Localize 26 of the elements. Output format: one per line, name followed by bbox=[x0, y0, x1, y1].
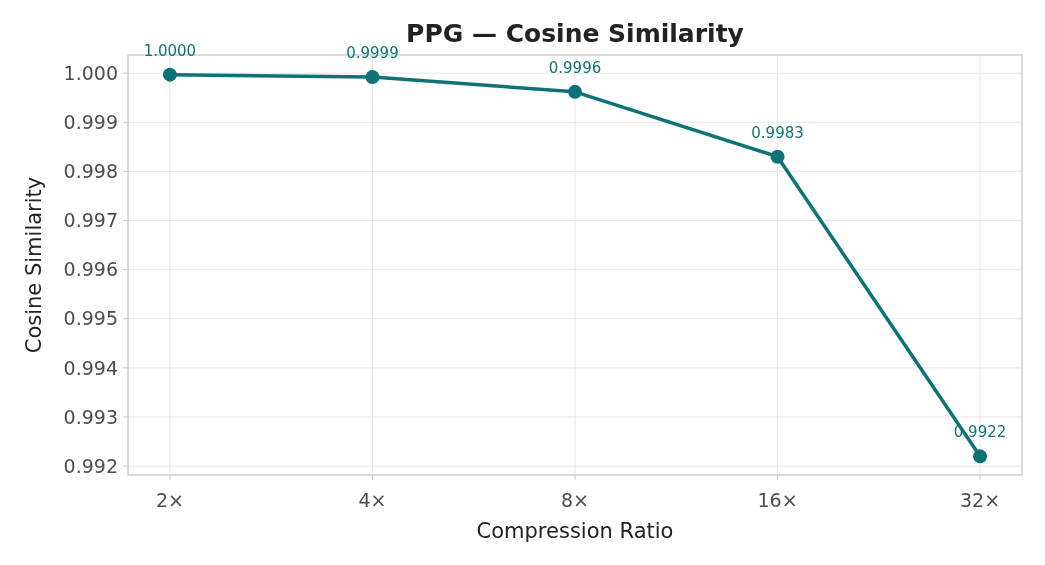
y-tick-label: 0.995 bbox=[63, 307, 118, 330]
x-tick-label: 8× bbox=[560, 489, 590, 511]
data-label: 0.9999 bbox=[346, 44, 399, 63]
y-tick-label: 0.996 bbox=[63, 258, 118, 281]
y-tick-label: 0.993 bbox=[63, 405, 118, 428]
x-axis-title: Compression Ratio bbox=[476, 519, 674, 543]
point bbox=[162, 67, 177, 82]
point bbox=[973, 449, 988, 464]
x-tick-label: 16× bbox=[757, 489, 798, 511]
y-tick-label: 0.992 bbox=[63, 454, 118, 477]
x-tick-label: 2× bbox=[155, 489, 184, 511]
data-label: 1.0000 bbox=[143, 41, 197, 60]
y-tick-label: 1.000 bbox=[63, 61, 118, 84]
chart-title: PPG — Cosine Similarity bbox=[406, 19, 744, 48]
point bbox=[365, 70, 380, 85]
y-axis-title: Cosine Similarity bbox=[22, 176, 46, 354]
x-tick-label: 32× bbox=[960, 489, 1001, 511]
x-tick-label: 4× bbox=[358, 489, 387, 511]
y-tick-label: 0.997 bbox=[63, 209, 118, 232]
y-tick-label: 0.999 bbox=[63, 110, 118, 133]
y-tick-label: 0.994 bbox=[63, 356, 118, 379]
y-tick-label: 0.998 bbox=[63, 160, 118, 183]
data-label: 0.9983 bbox=[751, 123, 804, 142]
point bbox=[568, 84, 582, 99]
data-label: 0.9996 bbox=[548, 58, 602, 77]
point bbox=[770, 149, 785, 164]
